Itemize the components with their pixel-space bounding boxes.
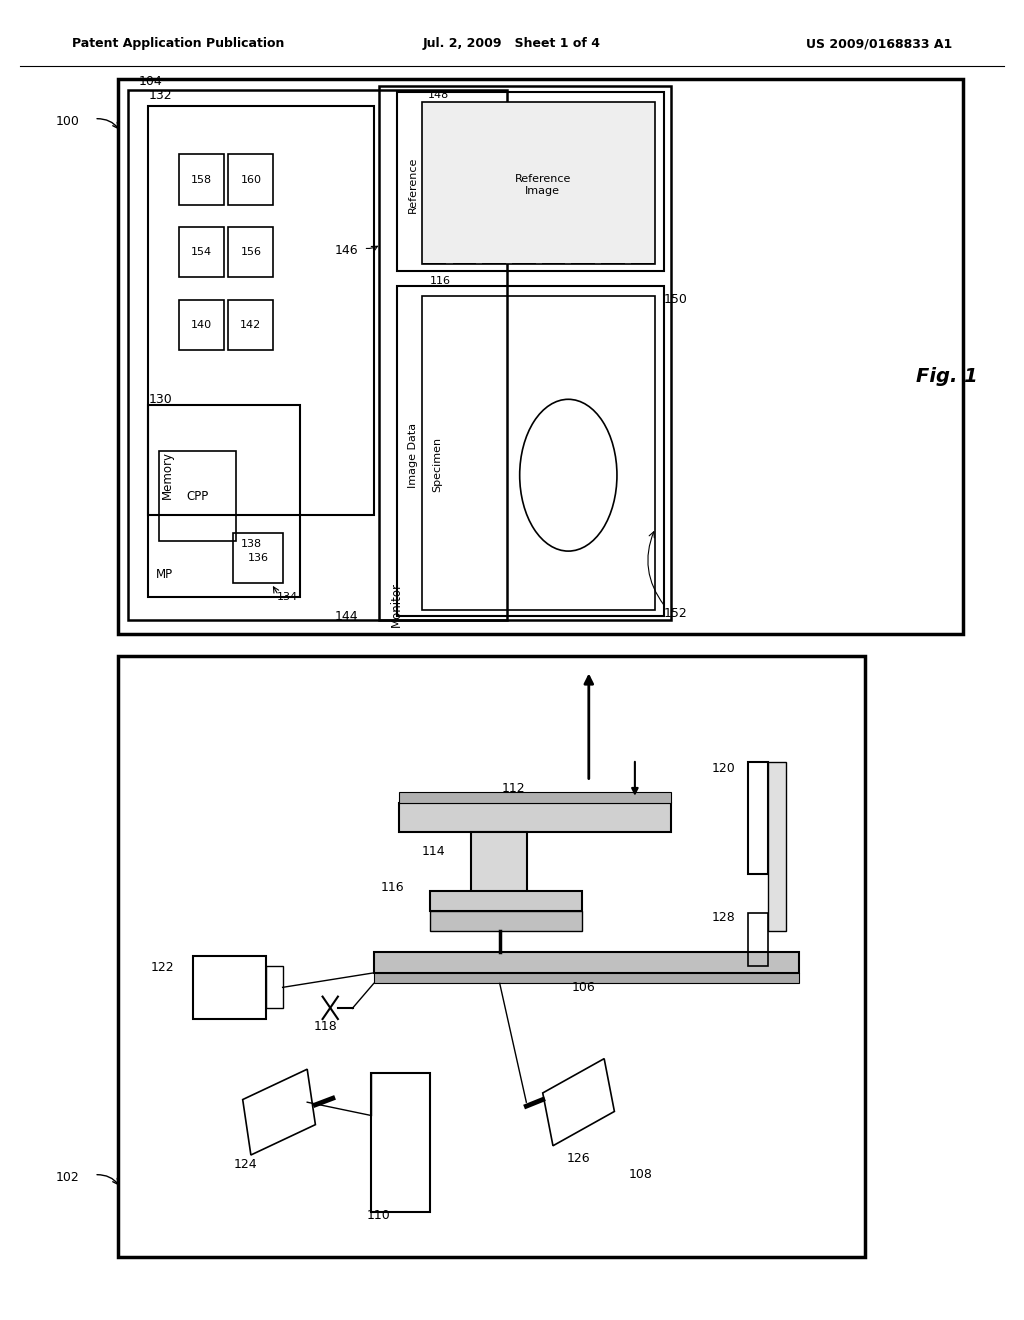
Text: 112: 112	[502, 781, 525, 795]
Text: Image Data: Image Data	[408, 422, 418, 488]
Text: 156: 156	[241, 247, 261, 257]
Bar	[374, 973, 799, 983]
Text: Jul. 2, 2009   Sheet 1 of 4: Jul. 2, 2009 Sheet 1 of 4	[423, 37, 601, 50]
Text: 154: 154	[191, 247, 212, 257]
Text: 110: 110	[367, 1209, 391, 1222]
Bar	[228, 154, 273, 205]
Text: Monitor: Monitor	[390, 582, 403, 627]
Bar	[179, 154, 224, 205]
Text: 132: 132	[148, 88, 172, 102]
Bar	[397, 286, 664, 616]
Text: 120: 120	[712, 762, 735, 775]
Bar	[179, 227, 224, 277]
Text: 142: 142	[241, 319, 261, 330]
Text: 160: 160	[241, 174, 261, 185]
Bar	[399, 792, 671, 803]
Bar	[422, 296, 655, 610]
Bar	[371, 1073, 430, 1212]
Text: 146: 146	[335, 244, 358, 257]
Text: Fig. 1: Fig. 1	[916, 367, 978, 385]
Text: 158: 158	[191, 174, 212, 185]
Text: Patent Application Publication: Patent Application Publication	[72, 37, 284, 50]
Bar	[430, 891, 582, 911]
Bar	[118, 79, 963, 634]
Text: 122: 122	[151, 961, 174, 974]
Bar	[118, 656, 865, 1257]
Text: 118: 118	[313, 1020, 338, 1034]
Text: 150: 150	[664, 293, 687, 306]
Text: 104: 104	[138, 75, 162, 88]
Bar	[374, 952, 799, 973]
Text: Specimen: Specimen	[432, 437, 442, 492]
Text: MP: MP	[156, 568, 173, 581]
Text: 108: 108	[629, 1168, 652, 1181]
Text: 140: 140	[191, 319, 212, 330]
Text: 114: 114	[422, 845, 445, 858]
Text: Reference: Reference	[408, 157, 418, 213]
Text: Memory: Memory	[161, 451, 174, 499]
Bar	[159, 451, 236, 541]
Text: Reference
Image: Reference Image	[514, 174, 571, 195]
Text: 116: 116	[381, 880, 404, 894]
Bar	[748, 913, 768, 966]
Bar	[768, 762, 786, 931]
Text: 134: 134	[276, 591, 298, 602]
Text: 138: 138	[241, 539, 262, 549]
Text: 152: 152	[664, 607, 687, 620]
Text: 130: 130	[148, 393, 172, 407]
Bar	[471, 832, 527, 917]
Bar	[179, 300, 224, 350]
Text: 136: 136	[248, 553, 268, 564]
Bar	[228, 227, 273, 277]
Bar	[422, 102, 655, 264]
Text: 126: 126	[566, 1152, 591, 1166]
Bar	[379, 86, 671, 620]
Text: 116: 116	[430, 276, 452, 286]
Bar	[233, 533, 283, 583]
Bar	[148, 106, 374, 515]
Text: 100: 100	[56, 115, 80, 128]
Text: US 2009/0168833 A1: US 2009/0168833 A1	[806, 37, 952, 50]
Bar	[128, 90, 507, 620]
Text: CPP: CPP	[186, 490, 209, 503]
Bar	[399, 803, 671, 832]
Bar	[397, 92, 664, 271]
Text: 124: 124	[233, 1158, 258, 1171]
Bar	[148, 405, 300, 597]
Text: 148: 148	[428, 90, 450, 100]
Bar	[430, 911, 582, 931]
Text: 144: 144	[335, 610, 358, 623]
Bar	[266, 966, 283, 1008]
Text: 106: 106	[571, 981, 596, 994]
Bar	[228, 300, 273, 350]
Bar	[748, 762, 768, 874]
Bar	[193, 956, 266, 1019]
Text: 102: 102	[56, 1171, 80, 1184]
Text: 128: 128	[712, 911, 735, 924]
